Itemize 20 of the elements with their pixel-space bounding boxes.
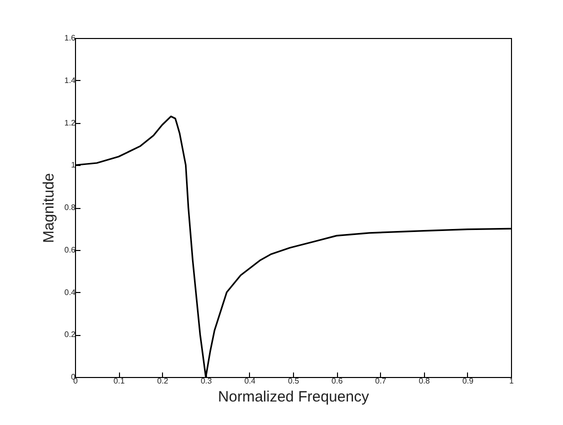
x-tick-label: 0.2 — [157, 376, 169, 386]
x-tick-label: 0.3 — [200, 376, 212, 386]
y-tick-label: 1.6 — [64, 34, 76, 42]
y-axis-title: Magnitude — [40, 172, 58, 244]
y-tick-label: 0.6 — [64, 245, 76, 254]
y-tick-label: 0.8 — [64, 203, 76, 212]
x-tick-label: 0.8 — [418, 376, 430, 386]
x-tick-label: 0.4 — [244, 376, 256, 386]
x-axis-title: Normalized Frequency — [218, 388, 370, 406]
x-tick-label: 1 — [509, 376, 514, 386]
x-tick-label: 0.1 — [114, 376, 126, 386]
x-tick-label: 0.6 — [332, 376, 344, 386]
y-tick-label: 0.2 — [64, 330, 76, 340]
x-tick-label: 0.9 — [462, 376, 474, 386]
x-tick-label: 0.5 — [288, 376, 300, 386]
y-tick-label: 0.4 — [64, 288, 76, 297]
x-tick-label: 0.7 — [375, 376, 387, 386]
y-tick-label: 1 — [71, 160, 76, 170]
y-tick-label: 1.2 — [64, 118, 76, 128]
y-tick-label: 1.4 — [64, 76, 76, 85]
